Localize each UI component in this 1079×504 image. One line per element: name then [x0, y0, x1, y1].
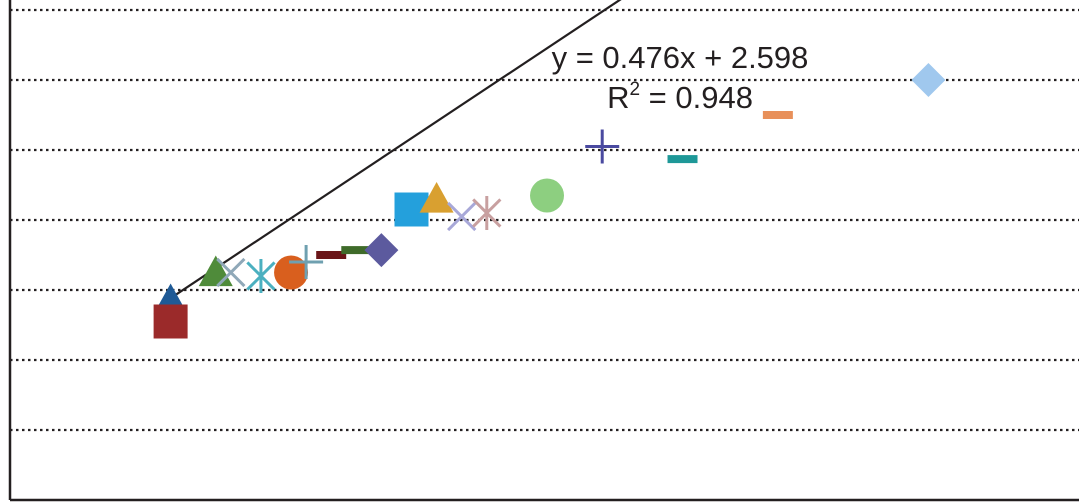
trendline-group [169, 0, 622, 300]
axes [8, 0, 1079, 502]
data-point-diamond [911, 63, 946, 97]
r-squared-prefix: R [607, 80, 629, 115]
r-squared-exponent: 2 [629, 79, 640, 100]
data-point-dash [762, 111, 793, 119]
data-point-dash [316, 251, 347, 259]
data-point-dash [341, 246, 372, 255]
r-squared-value: = 0.948 [640, 80, 753, 115]
data-point-asterisk [246, 259, 276, 293]
data-point-dash [667, 155, 698, 164]
data-points [153, 63, 946, 339]
data-point-plus [585, 129, 620, 164]
data-point-circle [274, 255, 309, 290]
trendline-r-squared: R2 = 0.948 [607, 79, 753, 115]
data-point-asterisk [472, 196, 502, 230]
data-point-triangle [419, 182, 454, 213]
trendline-equation: y = 0.476x + 2.598 [552, 40, 809, 75]
trendline-labels: y = 0.476x + 2.598 R2 = 0.948 [552, 40, 809, 115]
data-point-x [447, 201, 477, 232]
data-point-square [153, 304, 188, 339]
data-point-circle [530, 178, 565, 213]
gridlines [10, 8, 1079, 432]
data-point-plus [289, 245, 324, 279]
trendline [169, 0, 622, 300]
data-point-diamond [364, 233, 399, 268]
data-point-x [216, 257, 246, 288]
